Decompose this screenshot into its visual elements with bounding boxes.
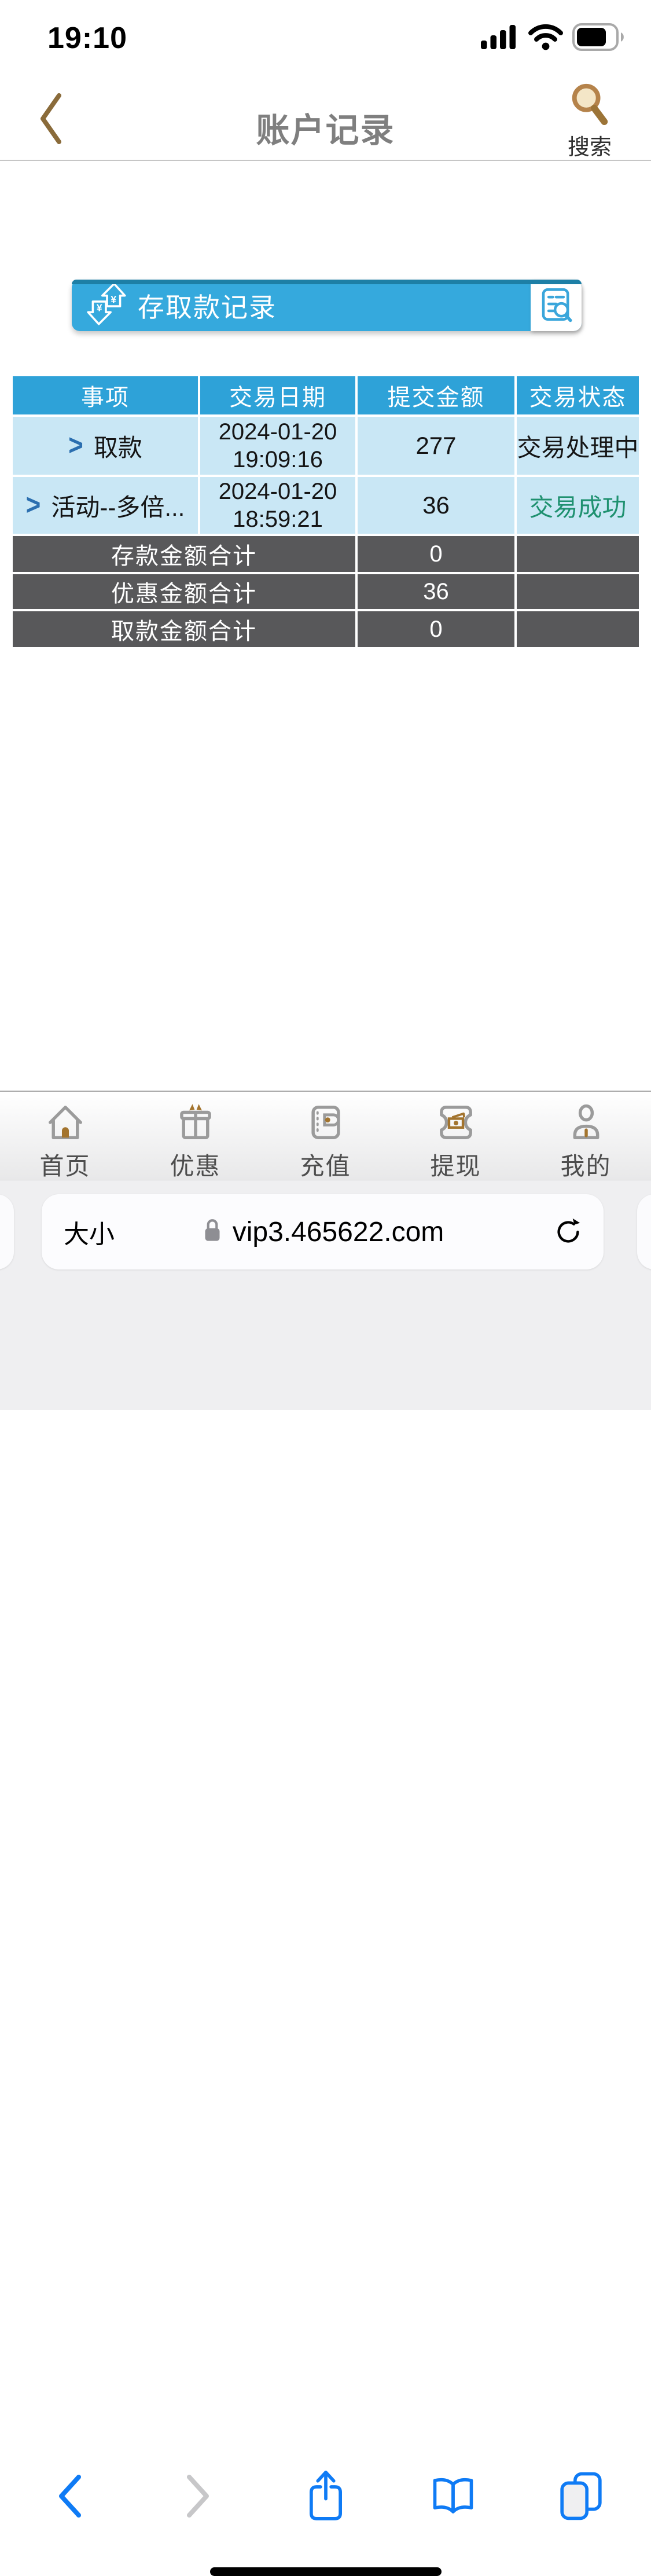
home-icon <box>45 1102 86 1144</box>
nav-divider <box>0 160 651 161</box>
tab-home-label: 首页 <box>39 1153 91 1180</box>
svg-text:¥: ¥ <box>111 293 116 305</box>
person-icon <box>566 1102 606 1144</box>
summary-bonus-total-label: 优惠金额合计 <box>13 574 355 609</box>
share-icon[interactable] <box>294 2464 358 2528</box>
table-row-item[interactable]: > 取款 <box>13 417 198 475</box>
tab-recharge[interactable]: 充值 <box>260 1092 391 1180</box>
signal-icon <box>481 23 519 54</box>
summary-bonus-total-value: 36 <box>358 574 514 609</box>
record-search-button[interactable] <box>531 280 582 331</box>
address-bar[interactable]: 大小 vip3.465622.com <box>42 1194 604 1269</box>
deposit-withdraw-records-banner[interactable]: ¥ ¥ 存取款记录 <box>72 280 582 331</box>
tabbar-divider <box>0 1091 651 1092</box>
summary-withdraw-total-label: 取款金额合计 <box>13 611 355 647</box>
row-date-line1: 2024-01-20 <box>218 419 337 445</box>
previous-tab-fragment[interactable] <box>0 1194 14 1269</box>
status-icons <box>481 23 628 54</box>
row-status: 交易成功 <box>517 477 639 534</box>
status-bar: 19:10 <box>0 0 651 75</box>
browser-forward-button[interactable] <box>166 2464 230 2528</box>
column-header-status: 交易状态 <box>517 376 639 414</box>
row-item-label: 取款 <box>93 434 142 461</box>
banner-top-strip <box>72 280 582 284</box>
chevron-left-icon <box>38 93 64 147</box>
back-button[interactable] <box>34 91 68 147</box>
browser-back-button[interactable] <box>38 2464 102 2528</box>
table-row-item[interactable]: > 活动--多倍... <box>13 477 198 534</box>
row-amount: 277 <box>358 417 514 475</box>
column-header-date: 交易日期 <box>200 376 355 414</box>
home-indicator[interactable] <box>209 2567 442 2576</box>
wallet-icon <box>306 1102 346 1144</box>
document-search-icon <box>537 285 575 325</box>
tab-withdraw-label: 提现 <box>430 1153 481 1180</box>
url-text: vip3.465622.com <box>232 1216 444 1247</box>
status-time: 19:10 <box>47 21 127 55</box>
battery-icon <box>572 23 628 54</box>
tab-promotions-label: 优惠 <box>170 1153 221 1180</box>
cash-withdraw-icon <box>436 1102 476 1144</box>
banner-title: 存取款记录 <box>138 292 277 322</box>
row-date: 2024-01-20 18:59:21 <box>200 477 355 534</box>
row-date-line1: 2024-01-20 <box>218 479 337 504</box>
row-expand-chevron-icon[interactable]: > <box>68 429 83 462</box>
svg-text:¥: ¥ <box>97 302 102 313</box>
summary-withdraw-total-value: 0 <box>358 611 514 647</box>
row-date: 2024-01-20 19:09:16 <box>200 417 355 475</box>
summary-empty-cell <box>517 611 639 647</box>
text-size-button[interactable]: 大小 <box>64 1220 115 1249</box>
app-tab-bar: 首页 优惠 充值 <box>0 1092 651 1180</box>
row-date-line2: 19:09:16 <box>233 447 323 472</box>
next-tab-fragment[interactable] <box>637 1194 651 1269</box>
column-header-amount: 提交金额 <box>358 376 514 414</box>
tab-recharge-label: 充值 <box>300 1153 351 1180</box>
row-item-label: 活动--多倍... <box>51 493 185 521</box>
gift-icon <box>175 1102 216 1144</box>
row-amount: 36 <box>358 477 514 534</box>
row-date-line2: 18:59:21 <box>233 507 323 532</box>
search-label: 搜索 <box>567 135 612 160</box>
summary-empty-cell <box>517 574 639 609</box>
tabs-icon[interactable] <box>549 2464 613 2528</box>
summary-deposit-total-label: 存款金额合计 <box>13 536 355 572</box>
row-status: 交易处理中 <box>517 417 639 475</box>
tab-promotions[interactable]: 优惠 <box>130 1092 260 1180</box>
tab-home[interactable]: 首页 <box>0 1092 130 1180</box>
deposit-withdraw-arrows-icon: ¥ ¥ <box>83 280 131 331</box>
nav-bar: 账户记录 搜索 <box>0 75 651 161</box>
transactions-table: 事项 交易日期 提交金额 交易状态 > 取款 2024-01-20 19:09:… <box>13 376 639 647</box>
search-icon <box>567 81 612 128</box>
tab-withdraw[interactable]: 提现 <box>391 1092 521 1180</box>
tab-mine-label: 我的 <box>560 1153 612 1180</box>
search-button[interactable]: 搜索 <box>555 81 624 161</box>
row-expand-chevron-icon[interactable]: > <box>25 489 41 522</box>
safari-bottom-chrome: 大小 vip3.465622.com <box>0 1180 651 2576</box>
lock-icon <box>201 1217 223 1247</box>
column-header-item: 事项 <box>13 376 198 414</box>
wifi-icon <box>528 24 563 53</box>
summary-deposit-total-value: 0 <box>358 536 514 572</box>
bookmarks-icon[interactable] <box>421 2464 485 2528</box>
tab-mine[interactable]: 我的 <box>521 1092 651 1180</box>
reload-button[interactable] <box>553 1194 584 1269</box>
summary-empty-cell <box>517 536 639 572</box>
page-title: 账户记录 <box>256 112 395 149</box>
safari-toolbar <box>0 2464 651 2528</box>
